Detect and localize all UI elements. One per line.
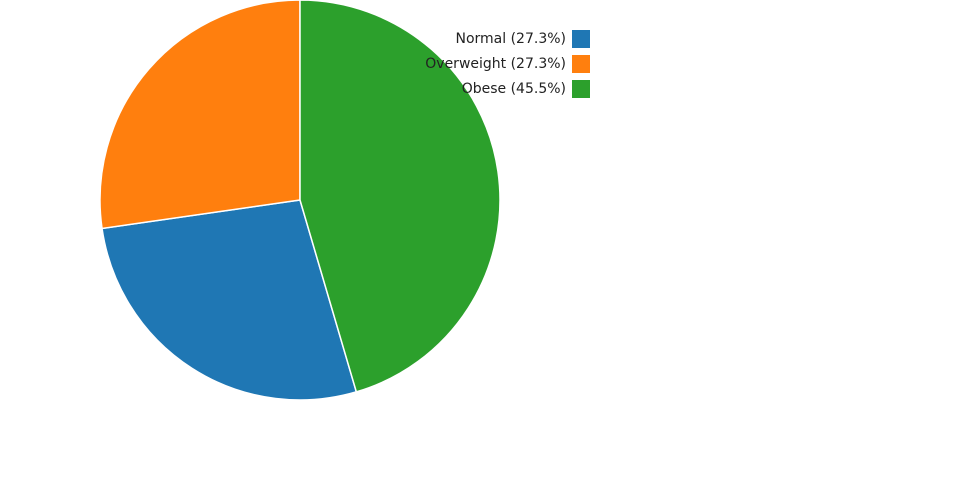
legend-label: Overweight (27.3%) bbox=[425, 56, 566, 72]
legend-swatch bbox=[572, 30, 590, 48]
pie-slice bbox=[99, 0, 301, 230]
legend-swatch bbox=[572, 80, 590, 98]
legend-swatch bbox=[572, 55, 590, 73]
legend-label: Obese (45.5%) bbox=[462, 81, 566, 97]
pie-slice bbox=[299, 0, 501, 393]
pie-slice bbox=[101, 199, 358, 401]
legend-label: Normal (27.3%) bbox=[455, 31, 566, 47]
